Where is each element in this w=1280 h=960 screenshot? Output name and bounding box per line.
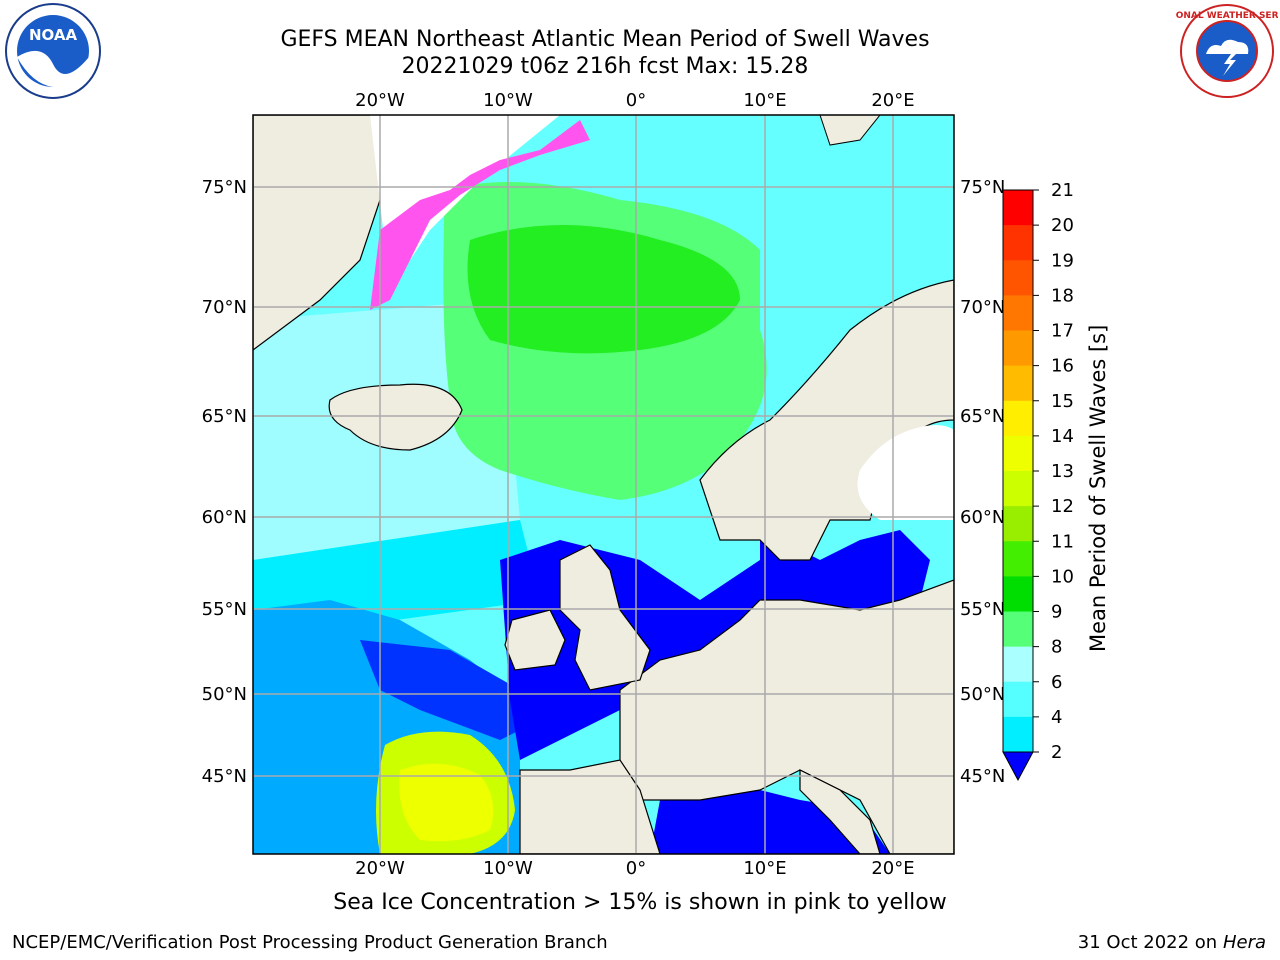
map-frame	[252, 114, 955, 855]
colorbar-tick-label: 12	[1051, 496, 1074, 517]
lon-label-bottom-10w: 10°W	[483, 858, 533, 879]
lat-label-right-70n: 70°N	[960, 297, 1005, 318]
lon-label-bottom-20e: 20°E	[871, 858, 914, 879]
colorbar-segment	[1003, 225, 1033, 261]
lon-label-bottom-20w: 20°W	[355, 858, 405, 879]
colorbar-segment	[1003, 435, 1033, 472]
colorbar-segment	[1003, 400, 1033, 437]
colorbar-tick-label: 9	[1051, 602, 1062, 623]
lat-label-left-55n: 55°N	[202, 599, 247, 620]
iberia-land	[519, 759, 661, 854]
colorbar-segment	[1003, 260, 1033, 296]
footer-host: Hera	[1222, 932, 1266, 953]
lat-label-right-75n: 75°N	[960, 177, 1005, 198]
colorbar-label: Mean Period of Swell Waves [s]	[1086, 324, 1110, 652]
colorbar-segment	[1003, 330, 1033, 367]
colorbar-extension	[1002, 751, 1034, 782]
lat-label-left-45n: 45°N	[202, 766, 247, 787]
ireland-land	[504, 609, 566, 671]
great-britain-land	[559, 544, 651, 691]
colorbar-segment	[1003, 716, 1033, 753]
colorbar-segment	[1003, 365, 1033, 402]
title-line-1: GEFS MEAN Northeast Atlantic Mean Period…	[280, 27, 930, 52]
colorbar-segment	[1003, 506, 1033, 542]
lon-label-top-10e: 10°E	[743, 90, 786, 111]
colorbar-segment	[1003, 190, 1033, 226]
colorbar-segment	[1003, 681, 1033, 718]
nws-logo-text: NATIONAL WEATHER SERVICE	[1176, 11, 1278, 21]
lon-label-top-10w: 10°W	[483, 90, 533, 111]
iceland-land	[328, 383, 463, 451]
colorbar-segment	[1003, 541, 1033, 577]
colorbar-segment	[1003, 471, 1033, 507]
lat-label-left-65n: 65°N	[202, 406, 247, 427]
colorbar: 21 20 19 18 17 16 15 14 13 12 11 10 9 8 6 4 2	[1002, 180, 1074, 782]
lon-label-top-20w: 20°W	[355, 90, 405, 111]
lat-label-left-70n: 70°N	[202, 297, 247, 318]
noaa-logo-text: NOAA	[29, 26, 78, 44]
lon-label-bottom-0: 0°	[626, 858, 646, 879]
lat-label-right-50n: 50°N	[960, 684, 1005, 705]
colorbar-tick-label: 6	[1051, 672, 1062, 693]
lat-label-left-60n: 60°N	[202, 507, 247, 528]
colorbar-tick-label: 4	[1051, 707, 1062, 728]
colorbar-tick-label: 21	[1051, 180, 1074, 201]
colorbar-tick-label: 11	[1051, 531, 1074, 552]
graticule	[253, 115, 954, 854]
colorbar-tick-label: 17	[1051, 321, 1074, 342]
lon-label-top-20e: 20°E	[871, 90, 914, 111]
italy-land	[799, 769, 881, 854]
lat-label-left-75n: 75°N	[202, 177, 247, 198]
colorbar-tick-label: 10	[1051, 566, 1074, 587]
lat-label-right-65n: 65°N	[960, 406, 1005, 427]
colorbar-tick-label: 19	[1051, 250, 1074, 271]
lat-label-right-60n: 60°N	[960, 507, 1005, 528]
colorbar-tick-label: 13	[1051, 461, 1074, 482]
colorbar-segment	[1003, 576, 1033, 612]
colorbar-tick-label: 14	[1051, 426, 1074, 447]
lat-label-left-50n: 50°N	[202, 684, 247, 705]
footer-credit: NCEP/EMC/Verification Post Processing Pr…	[12, 932, 608, 953]
title-line-2: 20221029 t06z 216h fcst Max: 15.28	[401, 54, 809, 79]
noaa-logo: NOAA	[5, 3, 101, 99]
sea-ice-caption: Sea Ice Concentration > 15% is shown in …	[333, 890, 947, 915]
colorbar-tick-label: 18	[1051, 285, 1074, 306]
colorbar-tick-label: 20	[1051, 215, 1074, 236]
footer-date-text: 31 Oct 2022 on	[1077, 932, 1223, 953]
colorbar-tick-label: 2	[1051, 742, 1062, 763]
europe-land	[619, 579, 954, 854]
colorbar-segment	[1003, 646, 1033, 683]
colorbar-tick-label: 8	[1051, 637, 1062, 658]
lon-label-top-0: 0°	[626, 90, 646, 111]
nws-logo: NATIONAL WEATHER SERVICE	[1176, 4, 1278, 98]
lon-label-bottom-10e: 10°E	[743, 858, 786, 879]
footer-date: 31 Oct 2022 on Hera	[1078, 932, 1266, 953]
colorbar-segment	[1003, 295, 1033, 331]
colorbar-tick-label: 15	[1051, 391, 1074, 412]
colorbar-segment	[1003, 611, 1033, 648]
lat-label-right-55n: 55°N	[960, 599, 1005, 620]
lat-label-right-45n: 45°N	[960, 766, 1005, 787]
colorbar-tick-label: 16	[1051, 356, 1074, 377]
